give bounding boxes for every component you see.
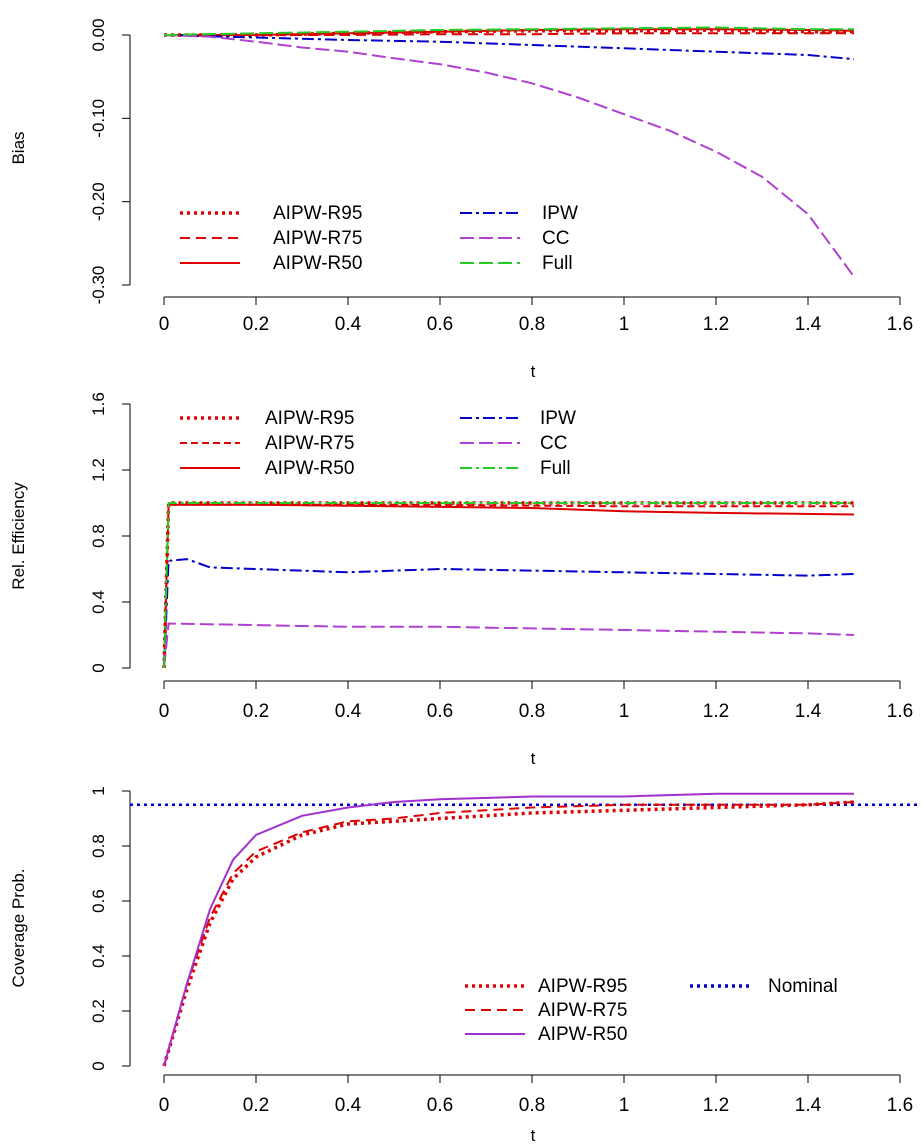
x-tick-label: 1.4: [795, 701, 822, 722]
x-tick-label: 0.4: [335, 701, 362, 722]
x-tick-label: 0.8: [519, 701, 545, 722]
x-tick-label: 0.2: [243, 701, 269, 722]
y-tick-label: 0.6: [89, 889, 108, 913]
rel-efficiency-panel: 0 0.4 0.8 1.2 1.6 Rel. Efficiency 0 0.2 0.4 0.6 0.…: [9, 392, 913, 768]
x-tick-label: 1.4: [795, 1095, 822, 1116]
legend-label: AIPW-R75: [265, 433, 354, 454]
x-axis-label: t: [531, 749, 536, 768]
legend-label: AIPW-R75: [273, 228, 362, 249]
x-tick-label: 1: [619, 314, 630, 335]
x-tick-label: 0.2: [243, 314, 269, 335]
y-tick-label: 0: [89, 663, 108, 672]
y-tick-label: -0.10: [89, 99, 108, 138]
series-line-full: [163, 26, 854, 36]
series-line-ipw: [163, 558, 855, 669]
x-axis-label: t: [531, 362, 536, 381]
series-line-aipw-r75: [163, 801, 855, 1067]
series-line-cc: [163, 34, 855, 278]
x-tick-label: 0.6: [427, 701, 453, 722]
y-axis-label: Coverage Prob.: [9, 868, 28, 987]
x-tick-label: 0: [159, 314, 170, 335]
y-tick-label: 0.4: [89, 590, 108, 614]
series-line-aipw-r95: [162, 800, 855, 1067]
legend-label: CC: [542, 228, 569, 249]
x-tick-label: 1.6: [887, 314, 913, 335]
legend-label: AIPW-R95: [265, 408, 354, 429]
x-tick-label: 0.8: [519, 314, 545, 335]
series-line-aipw-r75: [164, 32, 854, 36]
x-tick-label: 0.8: [519, 1095, 545, 1116]
legend-label: AIPW-R95: [273, 203, 362, 224]
coverage-panel: 0 0.2 0.4 0.6 0.8 1 Coverage Prob. 0 0.2 0.4 0.6 0.…: [9, 786, 918, 1145]
legend-label: AIPW-R50: [538, 1024, 627, 1045]
x-tick-label: 1.4: [795, 314, 822, 335]
x-tick-label: 1: [619, 1095, 630, 1116]
x-tick-label: 1.2: [703, 1095, 729, 1116]
x-tick-label: 0.4: [335, 314, 362, 335]
x-tick-label: 1.2: [703, 701, 729, 722]
y-tick-label: 0.8: [89, 834, 108, 858]
legend-label: IPW: [540, 408, 576, 429]
x-tick-label: 1.6: [887, 1095, 913, 1116]
y-tick-label: 1: [89, 786, 108, 795]
y-tick-label: 0: [89, 1061, 108, 1070]
legend-label: AIPW-R95: [538, 976, 627, 997]
y-tick-label: -0.20: [89, 182, 108, 221]
y-tick-label: 0.2: [89, 999, 108, 1023]
x-axis-label: t: [531, 1126, 536, 1145]
y-tick-label: -0.30: [89, 266, 108, 305]
series-line-full: [163, 502, 854, 669]
legend-label: Nominal: [768, 976, 838, 997]
x-tick-label: 0.2: [243, 1095, 269, 1116]
series-line-aipw-r50: [163, 792, 854, 1067]
x-tick-label: 0.4: [335, 1095, 362, 1116]
x-tick-label: 1: [619, 701, 630, 722]
y-tick-label: 0.4: [89, 944, 108, 968]
x-tick-label: 0: [159, 1095, 170, 1116]
x-tick-label: 1.6: [887, 701, 913, 722]
legend-label: IPW: [542, 203, 578, 224]
series-line-ipw: [163, 34, 855, 61]
y-tick-label: 1.6: [89, 392, 108, 416]
x-tick-label: 0.6: [427, 1095, 453, 1116]
legend-label: Full: [540, 458, 571, 479]
series-line-aipw-r75: [163, 503, 854, 669]
legend-label: CC: [540, 433, 567, 454]
y-axis-label: Rel. Efficiency: [9, 482, 28, 590]
series-line-aipw-r50: [163, 503, 855, 669]
legend-label: Full: [542, 253, 573, 274]
legend-label: AIPW-R75: [538, 1000, 627, 1021]
x-tick-label: 0: [159, 701, 170, 722]
legend-label: AIPW-R50: [273, 253, 362, 274]
y-tick-label: 0.8: [89, 524, 108, 548]
series-line-cc: [163, 622, 855, 669]
series-line-aipw-r95: [162, 501, 854, 669]
y-axis-label: Bias: [9, 131, 28, 164]
y-tick-label: 1.2: [89, 458, 108, 482]
x-tick-label: 1.2: [703, 314, 729, 335]
bias-panel: 0.00 -0.10 -0.20 -0.30 Bias 0 0.2 0.4 0.6 0.8 1 1.2…: [9, 18, 913, 381]
x-tick-label: 0.6: [427, 314, 453, 335]
legend-label: AIPW-R50: [265, 458, 354, 479]
y-tick-label: 0.00: [89, 18, 108, 51]
